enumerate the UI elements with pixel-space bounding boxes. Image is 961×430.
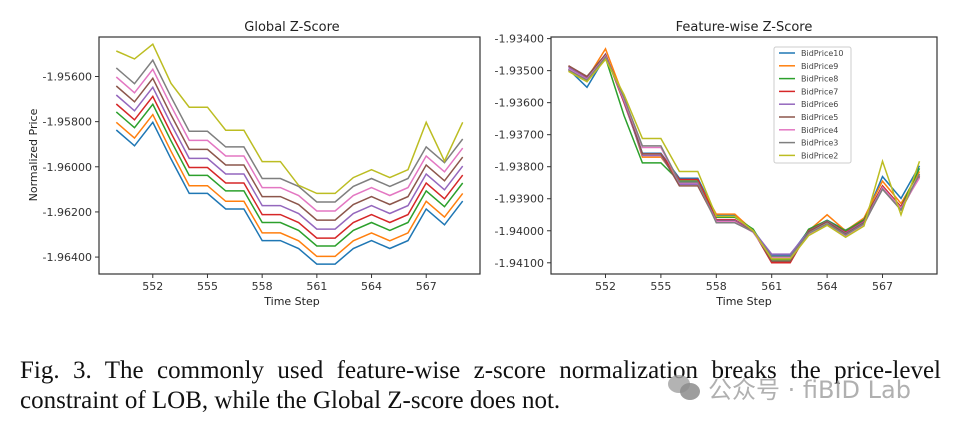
x-tick-label: 552: [142, 280, 163, 293]
x-axis-label: Time Step: [715, 295, 771, 308]
series-line-5: [115, 76, 464, 221]
y-tick-label: -1.94100: [495, 257, 544, 270]
legend-box: [773, 46, 852, 164]
series-line-1: [115, 113, 464, 258]
y-tick-label: -1.93800: [495, 161, 544, 174]
y-tick-label: -1.93700: [495, 129, 544, 142]
legend-label: BidPrice5: [801, 113, 838, 122]
plot-frame: [98, 36, 481, 275]
series-line-2: [115, 102, 464, 247]
y-tick-label: -1.95600: [43, 71, 92, 84]
legend-label: BidPrice6: [801, 100, 838, 109]
plot-frame: [550, 36, 938, 275]
series-line-bidprice7: [568, 53, 921, 264]
series-line-bidprice3: [568, 55, 921, 258]
x-tick-label: 552: [595, 280, 616, 293]
series-line-8: [116, 43, 464, 195]
series-line-7: [115, 58, 464, 203]
legend: BidPrice10 BidPrice9 BidPrice8 BidPrice7 Bid…: [773, 46, 852, 164]
x-tick-label: 567: [416, 280, 437, 293]
legend-label: BidPrice10: [801, 49, 843, 58]
y-tick-label: -1.93900: [495, 193, 544, 206]
legend-label: BidPrice9: [801, 62, 838, 71]
global-zscore-chart: Global Z-Score Time Step Normalized Pric…: [27, 20, 481, 308]
legend-label: BidPrice7: [801, 87, 838, 96]
y-tick-label: -1.93400: [495, 33, 544, 46]
legend-label: BidPrice8: [801, 75, 838, 84]
y-tick-label: -1.96200: [43, 206, 92, 219]
legend-label: BidPrice3: [801, 139, 838, 148]
x-axis-label: Time Step: [263, 295, 319, 308]
x-tick-label: 564: [817, 280, 838, 293]
series-line-6: [115, 67, 464, 212]
x-tick-label: 558: [706, 280, 727, 293]
feature-wise-zscore-chart: Feature-wise Z-Score Time Step 552 555 558…: [495, 20, 938, 308]
y-tick-label: -1.96000: [43, 161, 92, 174]
chart-title: Global Z-Score: [244, 20, 339, 35]
x-tick-label: 558: [252, 280, 273, 293]
x-tick-label: 564: [361, 280, 382, 293]
y-tick-label: -1.93600: [495, 97, 544, 110]
y-tick-label: -1.95800: [43, 116, 92, 129]
x-tick-label: 555: [650, 280, 671, 293]
x-tick-label: 561: [306, 280, 327, 293]
x-tick-label: 555: [197, 280, 218, 293]
legend-label: BidPrice4: [801, 126, 838, 135]
x-tick-label: 567: [872, 280, 893, 293]
series-line-4: [115, 85, 464, 230]
y-axis-label: Normalized Price: [27, 108, 40, 201]
series-line-bidprice5: [568, 53, 921, 262]
y-tick-label: -1.94000: [495, 225, 544, 238]
y-tick-label: -1.93500: [495, 65, 544, 78]
y-tick-label: -1.96400: [43, 251, 92, 264]
chart-title: Feature-wise Z-Score: [676, 20, 813, 35]
figure-caption: Fig. 3. The commonly used feature-wise z…: [20, 357, 941, 414]
legend-label: BidPrice2: [801, 151, 838, 160]
series-line-3: [115, 95, 464, 239]
series-line-bidprice2: [568, 58, 921, 260]
series-line-0: [115, 120, 464, 265]
figure-charts: Global Z-Score Time Step Normalized Pric…: [27, 20, 938, 308]
x-tick-label: 561: [761, 280, 782, 293]
